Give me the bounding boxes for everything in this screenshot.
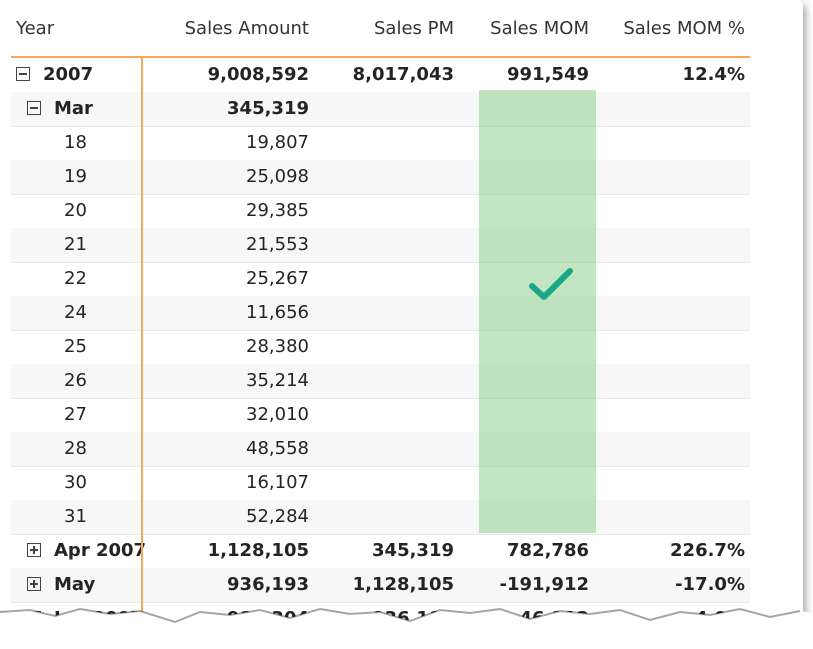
col-header-sales-pm[interactable]: Sales PM	[373, 18, 454, 39]
table-row: 25 28,380	[11, 330, 750, 365]
column-header-row: Year Sales Amount Sales PM Sales MOM Sal…	[11, 0, 750, 58]
cell-sales-amount: 345,319	[227, 98, 309, 119]
table-row: 31 52,284	[11, 500, 750, 535]
table-row: 19 25,098	[11, 160, 750, 195]
row-label: 31	[64, 506, 87, 527]
cell-sales-amount: 9,008,592	[207, 64, 309, 85]
cell-sales-amount: 19,807	[246, 132, 309, 153]
col-header-sales-amount[interactable]: Sales Amount	[184, 18, 309, 39]
row-label: 18	[64, 132, 87, 153]
torn-edge-decoration	[0, 607, 813, 649]
table-row-month-mar: Mar 345,319	[11, 92, 750, 127]
plus-box-icon[interactable]	[27, 577, 41, 591]
table-row: 30 16,107	[11, 466, 750, 501]
cell-sales-amount: 52,284	[246, 506, 309, 527]
row-label: 28	[64, 438, 87, 459]
row-label: 22	[64, 268, 87, 289]
table-row-month-may: May 936,193 1,128,105 -191,912 -17.0%	[11, 568, 750, 603]
cell-sales-amount: 11,656	[246, 302, 309, 323]
cell-sales-amount: 48,558	[246, 438, 309, 459]
row-label: 2007	[43, 64, 94, 85]
row-label: 30	[64, 472, 87, 493]
minus-box-icon[interactable]	[16, 67, 30, 81]
cell-sales-mom-pct: 12.4%	[682, 64, 745, 85]
table-row-year-2007: 2007 9,008,592 8,017,043 991,549 12.4%	[11, 58, 750, 93]
cell-sales-amount: 21,553	[246, 234, 309, 255]
cell-sales-mom: 991,549	[507, 64, 589, 85]
cell-sales-amount: 29,385	[246, 200, 309, 221]
cell-sales-pm: 345,319	[372, 540, 454, 561]
table-row: 21 21,553	[11, 228, 750, 263]
row-label: 19	[64, 166, 87, 187]
col-header-sales-mom[interactable]: Sales MOM	[490, 18, 589, 39]
cell-sales-amount: 25,267	[246, 268, 309, 289]
cell-sales-amount: 16,107	[246, 472, 309, 493]
row-label: 25	[64, 336, 87, 357]
row-label: May	[54, 574, 96, 595]
cell-sales-pm: 8,017,043	[352, 64, 454, 85]
matrix-visual: Year Sales Amount Sales PM Sales MOM Sal…	[11, 0, 750, 637]
row-label: 20	[64, 200, 87, 221]
table-row: 28 48,558	[11, 432, 750, 467]
cell-sales-mom-pct: -17.0%	[675, 574, 745, 595]
table-row: 20 29,385	[11, 194, 750, 229]
cell-sales-amount: 936,193	[227, 574, 309, 595]
table-row-month-apr: Apr 2007 1,128,105 345,319 782,786 226.7…	[11, 534, 750, 569]
sales-mom-empty-highlight	[479, 90, 596, 533]
col-header-sales-mom-pct[interactable]: Sales MOM %	[623, 18, 745, 39]
row-label: 27	[64, 404, 87, 425]
row-label: Mar	[54, 98, 93, 119]
cell-sales-amount: 28,380	[246, 336, 309, 357]
table-row: 27 32,010	[11, 398, 750, 433]
col-header-year[interactable]: Year	[16, 18, 55, 39]
cell-sales-mom-pct: 226.7%	[670, 540, 745, 561]
table-row: 24 11,656	[11, 296, 750, 331]
cell-sales-amount: 25,098	[246, 166, 309, 187]
cell-sales-pm: 1,128,105	[352, 574, 454, 595]
cell-sales-amount: 35,214	[246, 370, 309, 391]
checkmark-icon	[529, 268, 573, 300]
row-label: Apr 2007	[54, 540, 147, 561]
row-header-divider	[141, 57, 143, 637]
table-row: 26 35,214	[11, 364, 750, 399]
cell-sales-mom: -191,912	[499, 574, 589, 595]
row-label: 26	[64, 370, 87, 391]
cell-sales-mom: 782,786	[507, 540, 589, 561]
table-row: 18 19,807	[11, 126, 750, 161]
cell-sales-amount: 32,010	[246, 404, 309, 425]
row-label: 24	[64, 302, 87, 323]
row-label: 21	[64, 234, 87, 255]
table-row: 22 25,267	[11, 262, 750, 297]
minus-box-icon[interactable]	[27, 101, 41, 115]
plus-box-icon[interactable]	[27, 543, 41, 557]
cell-sales-amount: 1,128,105	[207, 540, 309, 561]
